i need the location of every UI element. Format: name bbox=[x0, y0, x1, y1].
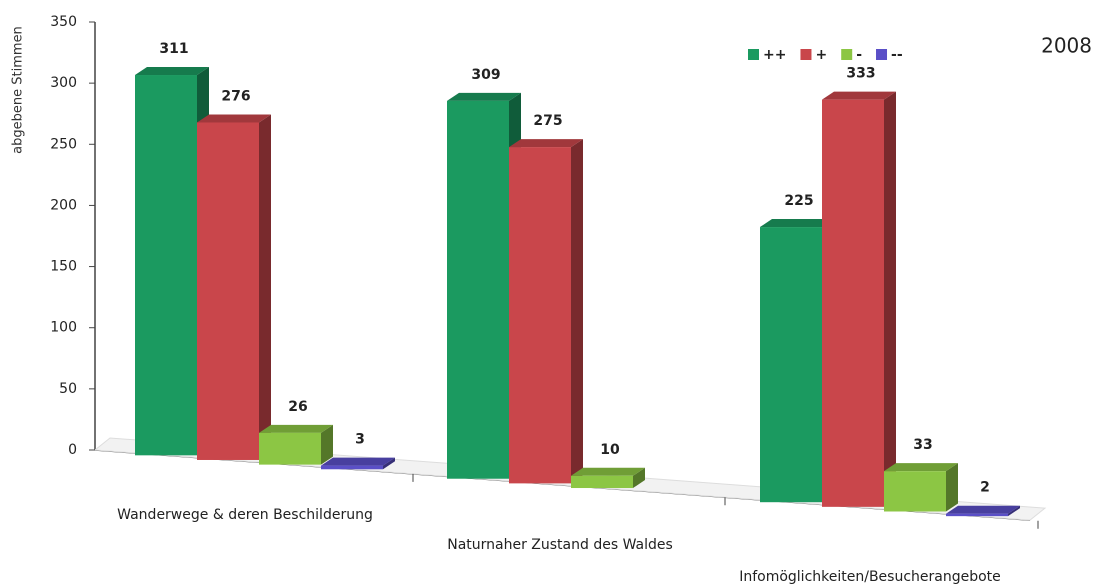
y-tick-label: 350 bbox=[50, 14, 77, 30]
bar-top bbox=[571, 467, 645, 476]
legend-label: -- bbox=[891, 47, 903, 63]
data-label: 311 bbox=[159, 41, 188, 57]
bar bbox=[197, 114, 271, 460]
y-tick-label: 150 bbox=[50, 259, 77, 275]
y-tick-label: 300 bbox=[50, 75, 77, 91]
y-tick-label: 100 bbox=[50, 320, 77, 336]
bar-side bbox=[633, 467, 645, 489]
y-tick-label: 250 bbox=[50, 136, 77, 152]
data-label: 309 bbox=[471, 67, 500, 83]
bar-front bbox=[571, 475, 633, 489]
y-tick-label: 0 bbox=[68, 442, 77, 458]
bar-front bbox=[321, 465, 383, 470]
bar-side bbox=[321, 424, 333, 465]
bar-top bbox=[259, 424, 333, 433]
bar-front bbox=[447, 100, 509, 479]
bar-front bbox=[509, 147, 571, 484]
data-label: 26 bbox=[288, 399, 307, 415]
bar-top bbox=[884, 463, 958, 472]
y-axis-label: abgebene Stimmen bbox=[11, 26, 26, 154]
bar-top bbox=[946, 505, 1020, 514]
bar-front bbox=[135, 75, 197, 456]
data-label: 10 bbox=[600, 442, 620, 458]
bar bbox=[509, 139, 583, 484]
bar-side bbox=[884, 91, 896, 507]
data-label: 225 bbox=[784, 193, 813, 209]
bar-top bbox=[822, 91, 896, 100]
data-label: 275 bbox=[533, 113, 562, 129]
legend-swatch bbox=[841, 49, 853, 60]
legend-swatch bbox=[800, 49, 812, 60]
bar-side bbox=[1008, 505, 1020, 517]
bar-front bbox=[822, 99, 884, 507]
data-label: 33 bbox=[913, 437, 932, 453]
bar bbox=[321, 457, 395, 470]
bar-side bbox=[383, 457, 395, 470]
legend-label: + bbox=[815, 47, 827, 63]
bar-side bbox=[946, 463, 958, 512]
bar-top bbox=[509, 139, 583, 148]
bar bbox=[571, 467, 645, 489]
data-label: 333 bbox=[846, 66, 875, 82]
data-label: 3 bbox=[355, 432, 365, 448]
y-tick-label: 50 bbox=[59, 381, 77, 397]
bar bbox=[884, 463, 958, 512]
y-tick-label: 200 bbox=[50, 197, 77, 213]
x-tick-label: Wanderwege & deren Beschilderung bbox=[117, 507, 373, 523]
bar-top bbox=[760, 219, 834, 228]
bar-side bbox=[571, 139, 583, 484]
bar-front bbox=[884, 471, 946, 512]
legend-label: ++ bbox=[763, 47, 786, 63]
bar bbox=[946, 505, 1020, 517]
bar-top bbox=[321, 457, 395, 466]
bar-front bbox=[197, 122, 259, 460]
bar-front bbox=[760, 227, 822, 503]
bar-front bbox=[946, 513, 1008, 517]
bar bbox=[259, 424, 333, 465]
legend-label: - bbox=[856, 47, 862, 63]
data-label: 276 bbox=[221, 88, 250, 104]
x-tick-label: Naturnaher Zustand des Waldes bbox=[447, 537, 673, 553]
legend-swatch bbox=[876, 49, 888, 60]
bar-side bbox=[259, 114, 271, 460]
bar-top bbox=[197, 114, 271, 123]
annotation: 2008 bbox=[1041, 34, 1092, 58]
x-tick-label: Infomöglichkeiten/Besucherangebote bbox=[739, 569, 1001, 585]
bar-top bbox=[447, 92, 521, 101]
data-label: 2 bbox=[980, 480, 990, 496]
bar-front bbox=[259, 432, 321, 465]
bar-top bbox=[135, 67, 209, 76]
legend-swatch bbox=[748, 49, 759, 60]
bar bbox=[822, 91, 896, 507]
